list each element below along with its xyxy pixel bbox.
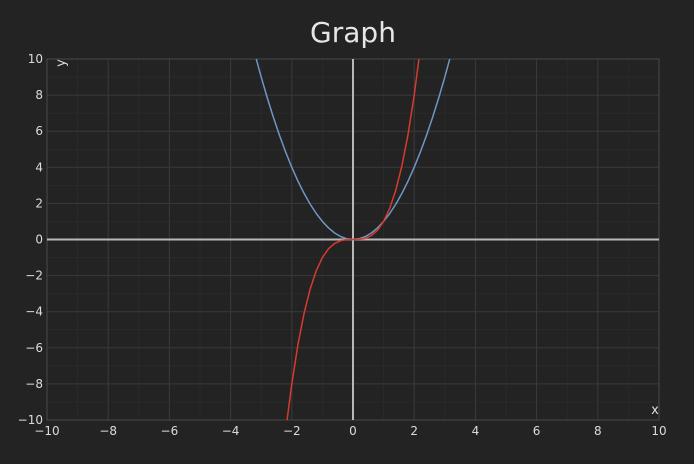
chart-title: Graph	[310, 16, 396, 49]
y-axis-label: y	[54, 59, 69, 67]
x-tick-label: 10	[651, 424, 666, 438]
x-tick-label: 4	[472, 424, 480, 438]
tick-labels: −10 −8 −6 −4 −2 0 2 4 6 8 10 −10 −8 −6 −4 −2 0 2 4 6 8 10	[18, 52, 667, 438]
x-tick-label: −10	[34, 424, 59, 438]
x-axis-label: x	[651, 403, 659, 418]
y-tick-label: −2	[25, 269, 43, 283]
x-tick-label: 0	[349, 424, 357, 438]
series-line-2	[286, 59, 420, 420]
y-tick-label: −8	[25, 377, 43, 391]
x-tick-label: −4	[222, 424, 240, 438]
x-tick-label: 8	[594, 424, 602, 438]
series-group	[255, 59, 451, 420]
y-tick-label: −10	[18, 413, 43, 427]
x-tick-label: 6	[533, 424, 541, 438]
y-tick-label: −6	[25, 341, 43, 355]
y-tick-label: 10	[28, 52, 43, 66]
y-tick-label: 4	[35, 160, 43, 174]
y-tick-label: −4	[25, 305, 43, 319]
x-tick-label: 2	[410, 424, 418, 438]
y-tick-label: 2	[35, 196, 43, 210]
y-tick-label: 8	[35, 88, 43, 102]
x-tick-label: −8	[99, 424, 117, 438]
y-tick-label: 6	[35, 124, 43, 138]
y-tick-label: 0	[35, 233, 43, 247]
x-tick-label: −6	[161, 424, 179, 438]
x-tick-label: −2	[283, 424, 301, 438]
